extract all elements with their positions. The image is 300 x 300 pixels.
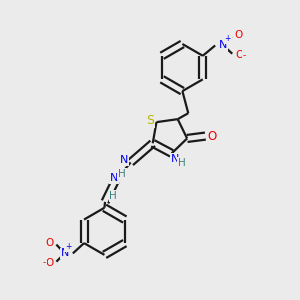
Text: +: + (65, 242, 71, 251)
Text: O: O (46, 258, 54, 268)
Text: O: O (236, 50, 244, 60)
Text: N: N (110, 173, 118, 183)
Text: H: H (110, 191, 117, 201)
Text: +: + (225, 34, 231, 43)
Text: -: - (43, 259, 46, 268)
Text: O: O (207, 130, 217, 142)
Text: N: N (120, 155, 128, 165)
Text: O: O (46, 238, 54, 248)
Text: O: O (234, 30, 242, 40)
Text: H: H (118, 169, 126, 179)
Text: N: N (219, 40, 228, 50)
Text: N: N (171, 154, 179, 164)
Text: H: H (178, 158, 186, 168)
Text: N: N (60, 248, 69, 258)
Text: S: S (146, 114, 154, 127)
Text: -: - (243, 51, 246, 60)
